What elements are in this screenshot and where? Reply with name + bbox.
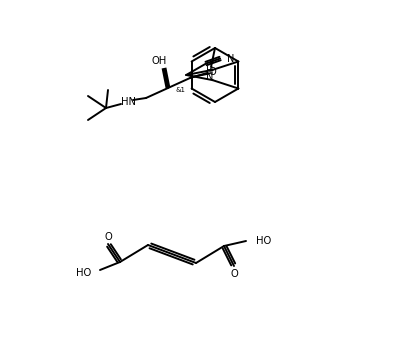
Text: O: O [208, 67, 216, 77]
Text: OH: OH [151, 56, 167, 66]
Text: H: H [206, 66, 213, 76]
Text: HO: HO [76, 268, 91, 278]
Text: O: O [230, 269, 238, 279]
Text: &1: &1 [176, 87, 186, 93]
Text: HO: HO [256, 236, 271, 246]
Text: O: O [104, 232, 112, 242]
Text: HN: HN [121, 97, 136, 107]
Text: N: N [227, 54, 235, 64]
Text: N: N [206, 72, 213, 82]
